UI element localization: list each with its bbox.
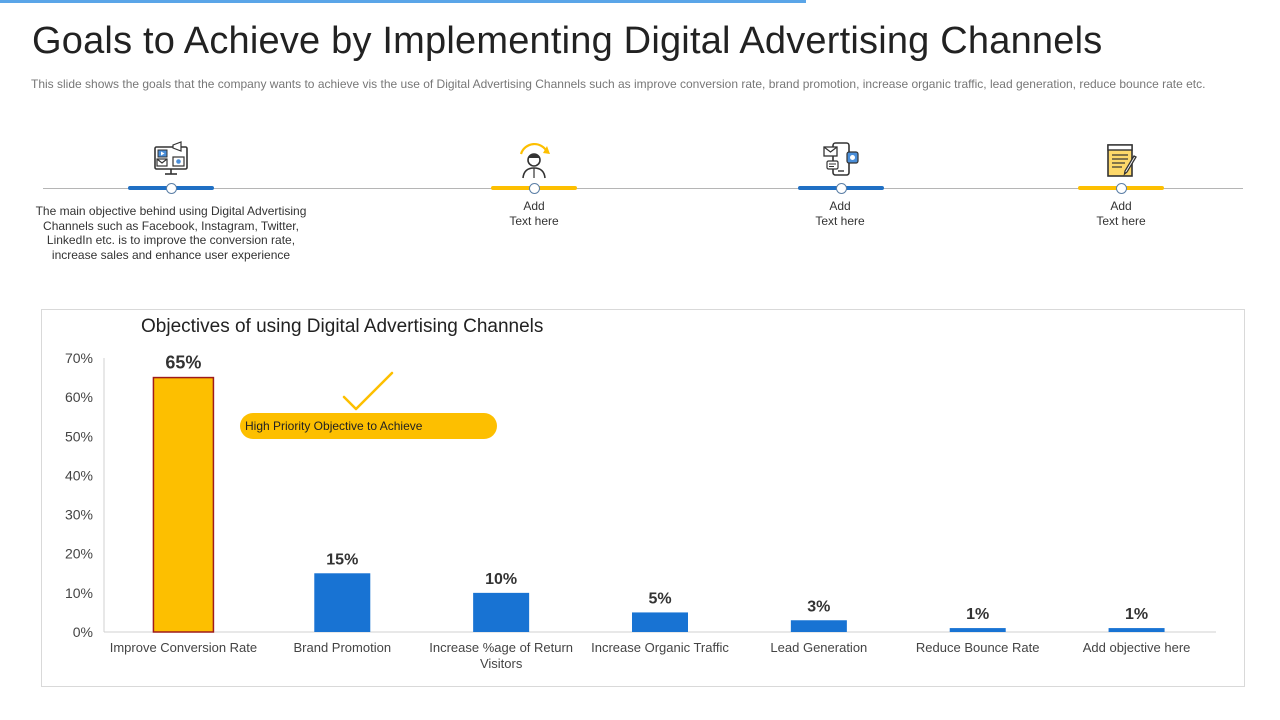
timeline-text-line: Channels such as Facebook, Instagram, Tw… [43, 218, 299, 233]
mobile-message-icon [823, 142, 859, 176]
bar [632, 612, 688, 632]
notepad-pen-icon [1107, 144, 1137, 177]
timeline-placeholder-text: Add Text here [780, 199, 900, 228]
timeline-text-line: Add [1110, 199, 1132, 213]
x-category-label: Improve Conversion Rate [110, 640, 257, 655]
x-category-label: Brand Promotion [294, 640, 392, 655]
x-category-label: Increase %age of Return [429, 640, 573, 655]
bar [1108, 628, 1165, 632]
x-category-label: Reduce Bounce Rate [916, 640, 1040, 655]
timeline-dot [529, 183, 540, 194]
data-label: 1% [1125, 606, 1148, 623]
data-label: 5% [648, 590, 671, 607]
timeline-text-line: Text here [509, 213, 559, 228]
timeline-text-line: Add [829, 199, 851, 213]
bar [790, 620, 847, 632]
person-refresh-icon [519, 142, 550, 179]
data-label: 1% [966, 606, 989, 623]
data-label: 3% [807, 598, 830, 615]
bar [152, 376, 215, 633]
y-tick-label: 60% [65, 389, 93, 405]
timeline-text-line: increase sales and enhance user experien… [51, 247, 291, 262]
page-title: Goals to Achieve by Implementing Digital… [32, 20, 1103, 62]
y-tick-label: 0% [73, 624, 93, 640]
data-label: 15% [326, 551, 358, 568]
x-category-label: Increase Organic Traffic [591, 640, 729, 655]
timeline-placeholder-text: Add Text here [474, 199, 594, 228]
y-tick-label: 10% [65, 585, 93, 601]
top-accent-bar [0, 0, 806, 3]
timeline-text-line: The main objective behind using Digital … [35, 204, 307, 218]
timeline-description: The main objective behind using Digital … [20, 204, 322, 262]
bar [949, 628, 1006, 632]
timeline-dot [166, 183, 177, 194]
timeline-text-line: Text here [1096, 213, 1146, 228]
page-subtitle: This slide shows the goals that the comp… [31, 77, 1206, 91]
data-label: 10% [485, 571, 517, 588]
timeline-dot [836, 183, 847, 194]
timeline-text-line: Add [523, 199, 545, 213]
chart-container [41, 309, 1245, 687]
bar [473, 592, 530, 632]
bar [314, 573, 371, 632]
timeline-text-line: Text here [815, 213, 865, 228]
timeline-dot [1116, 183, 1127, 194]
y-tick-label: 20% [65, 546, 93, 562]
timeline-text-line: LinkedIn etc. is to improve the conversi… [46, 233, 296, 247]
y-tick-label: 70% [65, 350, 93, 366]
checkmark-icon [342, 371, 394, 411]
x-category-label: Add objective here [1083, 640, 1191, 655]
y-tick-label: 40% [65, 467, 93, 483]
y-tick-label: 30% [65, 507, 93, 523]
y-tick-label: 50% [65, 428, 93, 444]
marketing-channels-icon [154, 141, 188, 175]
timeline-placeholder-text: Add Text here [1061, 199, 1181, 228]
timeline-line [43, 188, 1243, 189]
chart-title: Objectives of using Digital Advertising … [141, 316, 544, 337]
x-category-label: Visitors [480, 656, 523, 671]
high-priority-callout: High Priority Objective to Achieve [240, 413, 497, 439]
data-label: 65% [165, 353, 201, 373]
x-category-label: Lead Generation [770, 640, 867, 655]
